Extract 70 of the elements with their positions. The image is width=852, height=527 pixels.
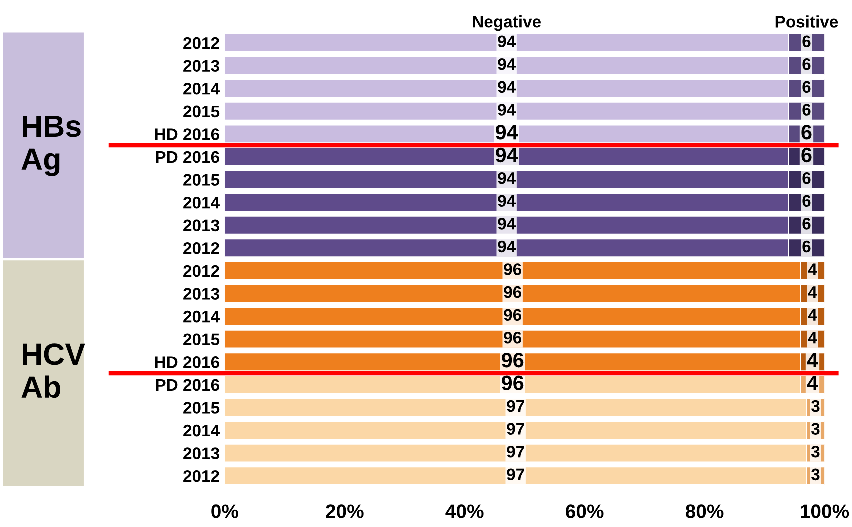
data-label: 4: [807, 353, 818, 368]
y-tick-label: 2014: [184, 310, 220, 323]
data-label: 94: [498, 172, 516, 184]
y-tick-label: 2013: [184, 60, 220, 72]
y-tick-label: 2014: [184, 424, 220, 437]
data-label: 94: [498, 195, 516, 208]
y-tick-label: 2015: [184, 334, 220, 346]
y-tick-label: HD 2016: [155, 356, 220, 368]
data-label: 97: [507, 468, 524, 481]
data-label: 96: [502, 376, 524, 390]
data-label: 6: [802, 125, 812, 140]
y-tick-label: 2014: [184, 83, 220, 95]
data-label: 3: [811, 400, 820, 412]
y-tick-label: 2013: [184, 220, 220, 232]
x-tick-label: 80%: [686, 504, 724, 518]
y-tick-label: 2013: [184, 448, 220, 460]
data-label: 94: [498, 104, 516, 116]
y-tick-label: 2012: [184, 265, 220, 278]
y-tick-label: PD 2016: [156, 151, 220, 164]
data-label: 4: [808, 286, 818, 298]
series-label: Positive: [776, 16, 838, 28]
data-label: 6: [802, 240, 811, 253]
x-tick-label: 20%: [326, 504, 364, 518]
data-label: 96: [504, 332, 522, 344]
data-label: 4: [808, 309, 818, 321]
data-label: 4: [807, 376, 818, 390]
data-label: 4: [808, 264, 818, 276]
text: HBs Ag: [22, 116, 81, 176]
y-tick-label: 2012: [184, 470, 220, 482]
data-label: 6: [802, 104, 811, 116]
y-tick-label: 2014: [184, 196, 220, 209]
data-label: 6: [802, 195, 811, 208]
y-tick-label: 2015: [184, 402, 220, 414]
data-label: 4: [808, 332, 818, 344]
y-tick-label: 2013: [184, 288, 220, 300]
y-tick-label: 2012: [184, 242, 220, 254]
data-label: 97: [507, 400, 524, 412]
data-label: 3: [811, 468, 820, 481]
data-label: 96: [504, 309, 522, 322]
y-tick-label: HD 2016: [155, 128, 220, 140]
series-label: Negative: [473, 16, 542, 32]
y-tick-label: 2015: [184, 174, 220, 186]
data-label: 94: [496, 148, 518, 163]
y-tick-label: 2015: [184, 106, 220, 118]
data-label: 97: [507, 446, 524, 458]
y-tick-label: PD 2016: [156, 379, 220, 392]
data-label: 94: [498, 218, 516, 230]
data-label: 96: [502, 352, 524, 368]
data-label: 3: [811, 423, 820, 435]
data-label: 3: [811, 446, 820, 458]
x-tick-label: 40%: [446, 504, 484, 518]
data-label: 94: [498, 240, 516, 253]
data-label: 94: [498, 81, 516, 94]
data-label: 94: [498, 36, 516, 48]
data-label: 6: [802, 172, 811, 184]
text: HCV Ab: [22, 344, 86, 398]
x-tick-label: 0%: [212, 504, 238, 518]
data-label: 6: [802, 58, 811, 70]
data-label: 94: [498, 58, 516, 70]
data-label: 96: [504, 264, 522, 276]
data-label: 6: [802, 81, 811, 94]
data-label: 96: [504, 286, 522, 298]
data-label: 94: [496, 125, 518, 140]
data-label: 6: [802, 218, 811, 230]
data-label: 6: [802, 36, 811, 48]
data-label: 97: [507, 423, 524, 435]
x-tick-label: 100%: [801, 504, 850, 518]
y-tick-label: 2012: [184, 37, 220, 50]
data-label: 6: [802, 148, 812, 163]
x-tick-label: 60%: [566, 504, 604, 518]
